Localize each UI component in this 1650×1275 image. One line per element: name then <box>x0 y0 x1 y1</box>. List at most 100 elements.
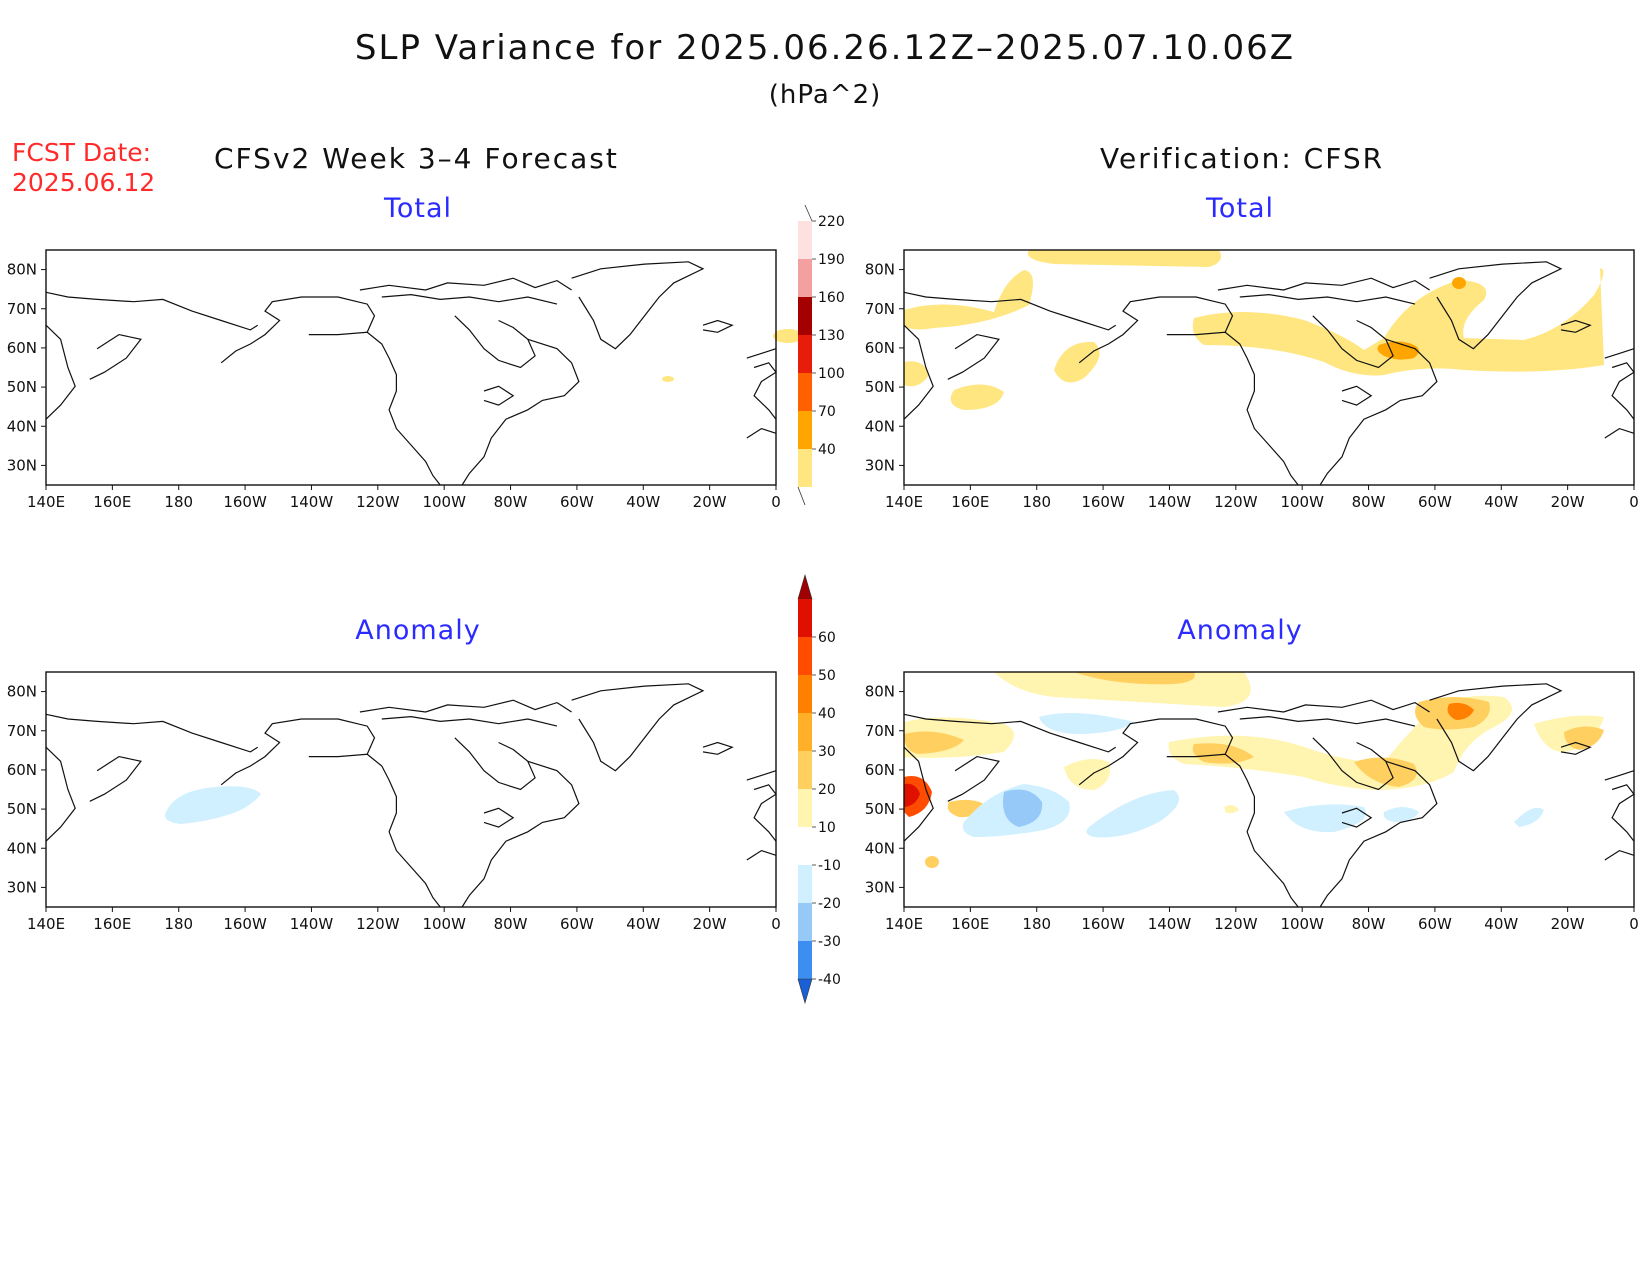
coastline <box>89 755 142 802</box>
coastline <box>1604 348 1635 359</box>
lon-tick-label: 160W <box>1081 493 1125 511</box>
coastline <box>45 291 259 331</box>
lat-tick-label: 80N <box>865 261 895 279</box>
colorbar-label: 30 <box>818 744 836 760</box>
map-verif-anomaly: 140E 160E 180 160W 140W 120W 100W 80W 60W 40W 20W 0… <box>865 671 1639 933</box>
lon-tick-label: 120W <box>356 493 400 511</box>
anomaly-region <box>1039 713 1134 734</box>
lon-tick-label: 20W <box>1551 493 1585 511</box>
lon-tick-label: 80W <box>494 493 528 511</box>
lon-tick-label: 80W <box>1352 493 1386 511</box>
variance-region <box>904 270 1033 330</box>
colorbar-swatch <box>798 941 812 979</box>
variance-region <box>950 384 1004 410</box>
coastline <box>753 362 777 420</box>
lon-tick-label: 0 <box>1629 915 1639 933</box>
lon-tick-label: 40W <box>626 493 660 511</box>
lon-tick-label: 140E <box>27 493 65 511</box>
lon-tick-label: 160E <box>951 493 989 511</box>
lon-tick-label: 140E <box>885 493 923 511</box>
coastline <box>702 319 734 333</box>
figure-units: (hPa^2) <box>768 80 882 110</box>
coastline <box>461 338 580 486</box>
coastline <box>903 324 934 420</box>
lon-tick-label: 100W <box>422 915 466 933</box>
forecast-column-title: CFSv2 Week 3–4 Forecast <box>214 142 619 175</box>
coastline <box>746 770 777 781</box>
lon-tick-label: 60W <box>1418 493 1452 511</box>
coastline <box>461 760 580 908</box>
colorbar-arrow-top <box>797 573 813 600</box>
coastline <box>903 713 1117 753</box>
panel-title-fcst-total: Total <box>383 193 453 224</box>
shaded-fields <box>165 786 261 824</box>
colorbar-label: -10 <box>818 858 841 874</box>
colorbar-label: -40 <box>818 972 841 988</box>
colorbar-label: 40 <box>818 706 836 722</box>
lat-tick-label: 60N <box>865 761 895 779</box>
anomaly-region <box>1447 702 1474 720</box>
coastline <box>1217 699 1430 713</box>
lon-tick-label: 0 <box>771 493 781 511</box>
coastlines <box>903 261 1635 486</box>
coastline <box>1166 331 1299 486</box>
lat-tick-label: 70N <box>7 300 37 318</box>
coastline <box>1611 362 1635 420</box>
lon-tick-label: 120W <box>1214 493 1258 511</box>
coastline <box>1312 315 1394 369</box>
lon-tick-label: 20W <box>1551 915 1585 933</box>
panel-title-fcst-anomaly: Anomaly <box>355 615 481 646</box>
coastline <box>702 741 734 755</box>
coastline <box>947 755 1000 802</box>
colorbar-anomaly: 60 50 40 30 20 10 -10 -20 -30 -40 <box>797 573 841 1005</box>
map-border <box>45 249 777 486</box>
coastline <box>1560 319 1592 333</box>
coastline <box>1319 338 1438 486</box>
lat-tick-label: 30N <box>865 878 895 896</box>
coastline <box>45 324 76 420</box>
lon-tick-label: 180 <box>1022 493 1051 511</box>
variance-region <box>1452 277 1466 289</box>
coastline <box>1341 385 1373 406</box>
anomaly-region <box>1003 789 1043 827</box>
lon-tick-label: 120W <box>356 915 400 933</box>
anomaly-region <box>1064 758 1110 790</box>
coastline <box>1560 741 1592 755</box>
coastline <box>45 746 76 842</box>
colorbar-swatch <box>798 599 812 637</box>
anomaly-region <box>1224 805 1239 814</box>
coastlines <box>45 683 777 908</box>
coastline <box>1239 715 1416 727</box>
anomaly-region <box>1284 804 1366 833</box>
lat-tick-label: 50N <box>7 378 37 396</box>
coastline <box>308 753 441 908</box>
lon-tick-label: 20W <box>693 915 727 933</box>
map-border <box>903 249 1635 486</box>
lon-tick-label: 60W <box>560 915 594 933</box>
lon-tick-label: 40W <box>626 915 660 933</box>
colorbar-label: 160 <box>818 290 845 306</box>
lat-tick-label: 40N <box>7 417 37 435</box>
lon-tick-label: 0 <box>771 915 781 933</box>
lat-tick-label: 50N <box>7 800 37 818</box>
colorbar-label: 190 <box>818 252 845 268</box>
coastline <box>746 849 777 861</box>
lat-tick-label: 60N <box>7 761 37 779</box>
lon-tick-label: 140W <box>1148 915 1192 933</box>
lat-tick-label: 30N <box>865 456 895 474</box>
lat-tick-label: 60N <box>7 339 37 357</box>
colorbar-label: 220 <box>818 214 845 230</box>
colorbar-swatch <box>798 221 812 259</box>
panel-title-verif-anomaly: Anomaly <box>1177 615 1303 646</box>
lat-tick-label: 50N <box>865 378 895 396</box>
lon-tick-label: 0 <box>1629 493 1639 511</box>
coastline <box>571 261 705 350</box>
colorbar-label: 70 <box>818 404 836 420</box>
colorbar-label: -30 <box>818 934 841 950</box>
coastline <box>381 715 558 727</box>
anomaly-region <box>1514 807 1544 827</box>
colorbar-swatch <box>798 865 812 903</box>
coastline <box>753 784 777 842</box>
fcst-date-label: FCST Date: 2025.06.12 <box>12 138 155 198</box>
lon-tick-label: 80W <box>1352 915 1386 933</box>
